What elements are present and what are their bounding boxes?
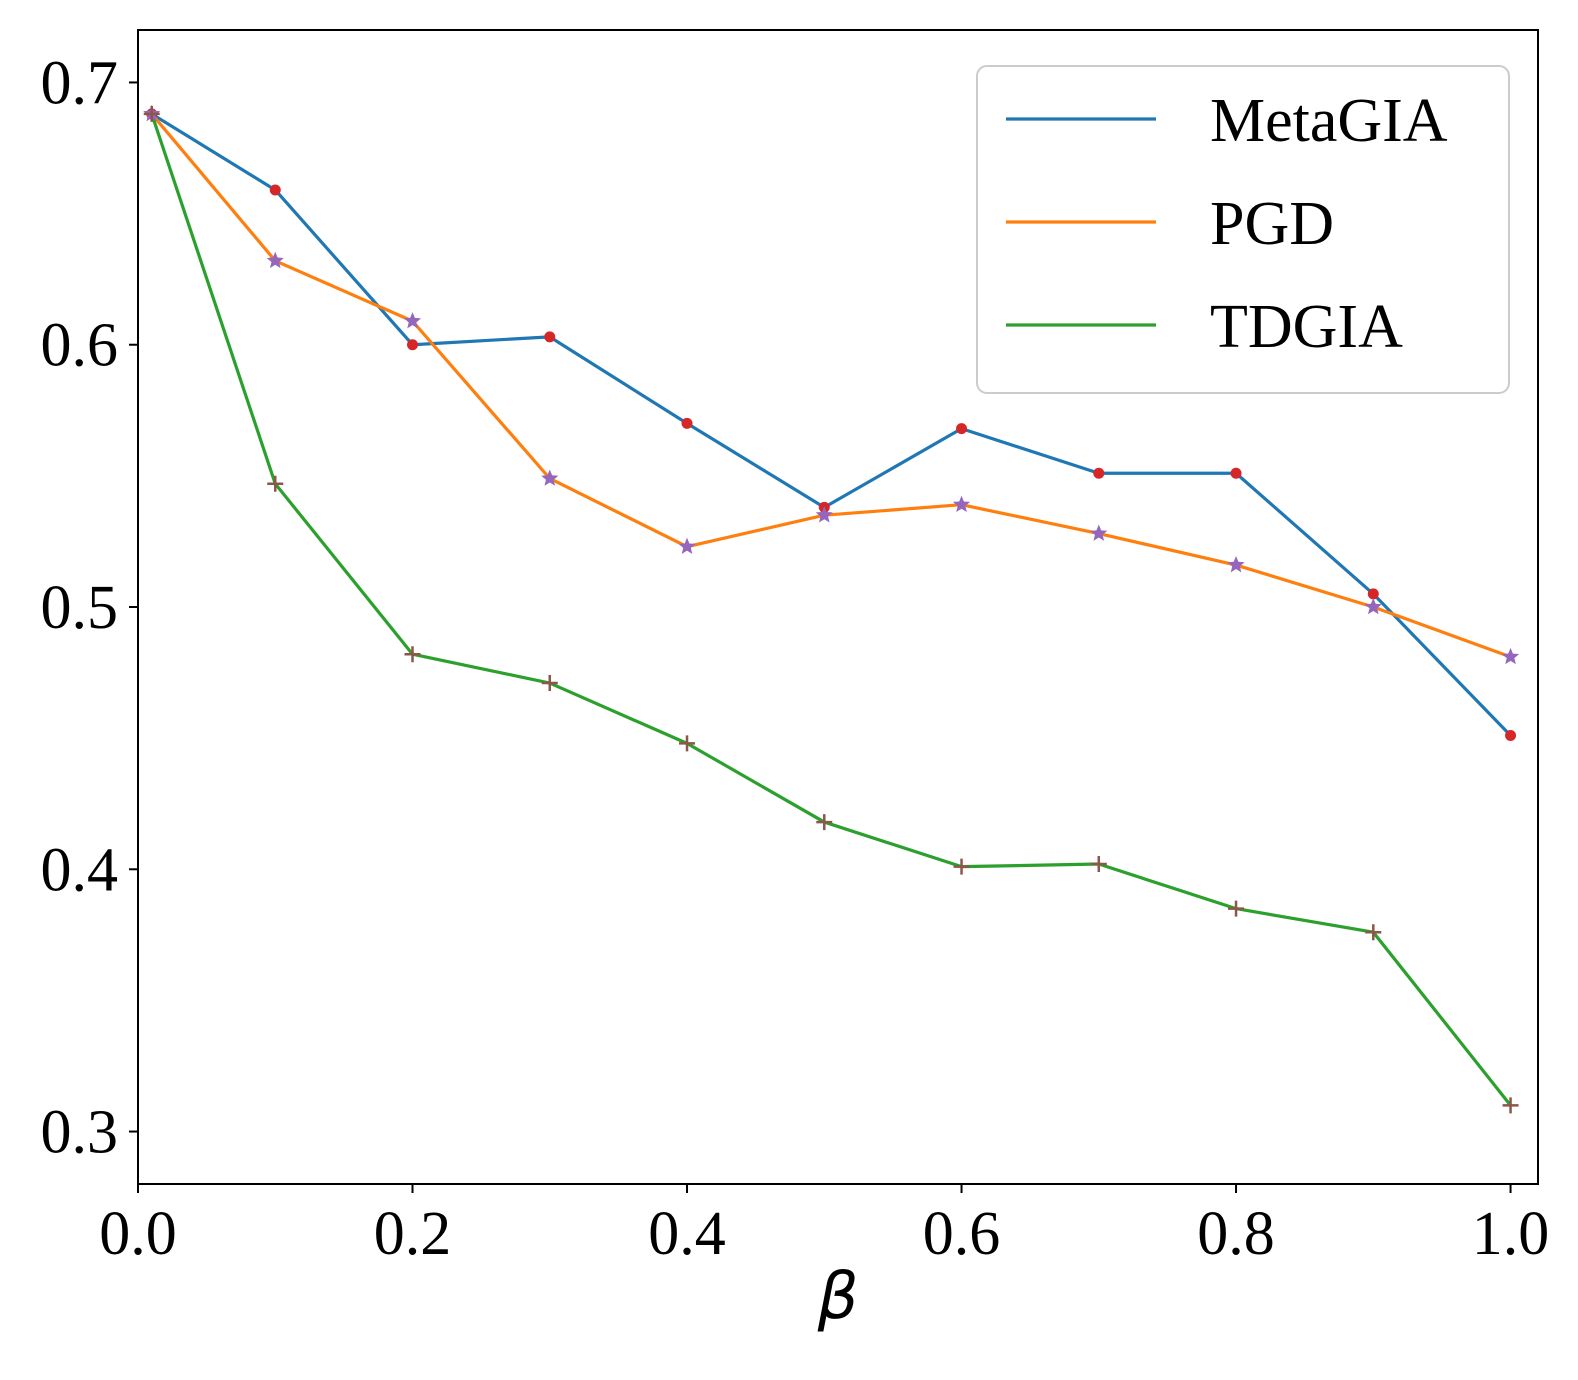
data-point-tdgia xyxy=(143,105,160,122)
data-point-metagia xyxy=(544,331,556,343)
data-point-metagia xyxy=(1230,467,1242,479)
legend-label-tdgia: TDGIA xyxy=(1210,293,1403,361)
legend-label-metagia: MetaGIA xyxy=(1210,87,1448,155)
data-point-metagia xyxy=(1093,467,1105,479)
data-point-pgd xyxy=(815,506,833,523)
data-point-tdgia xyxy=(1365,924,1382,941)
y-tick-label: 0.5 xyxy=(41,574,119,642)
plot-area xyxy=(143,104,1520,1114)
y-tick-label: 0.4 xyxy=(41,836,119,904)
data-point-pgd xyxy=(678,537,696,554)
data-point-metagia xyxy=(407,339,419,351)
data-point-metagia xyxy=(681,417,693,429)
axes: 0.0 0.2 0.4 0.6 0.8 1.0 0.3 0.4 0.5 0.6 0.7 β xyxy=(41,29,1550,1334)
y-tick-label: 0.3 xyxy=(41,1099,119,1167)
data-point-tdgia xyxy=(953,858,970,875)
data-point-pgd xyxy=(266,251,284,269)
data-point-metagia xyxy=(956,423,968,435)
data-point-tdgia xyxy=(816,814,833,831)
data-point-pgd xyxy=(541,469,559,486)
data-point-pgd xyxy=(403,312,422,329)
data-point-pgd xyxy=(1227,556,1245,573)
data-point-pgd xyxy=(952,495,971,512)
data-point-tdgia xyxy=(1228,900,1245,917)
legend-box xyxy=(976,65,1510,394)
data-point-tdgia xyxy=(1090,856,1107,873)
data-point-pgd xyxy=(1364,598,1382,615)
legend: MetaGIA PGD TDGIA xyxy=(976,65,1510,394)
x-tick-label: 0.8 xyxy=(1197,1200,1275,1268)
data-point-pgd xyxy=(1501,647,1520,665)
x-tick-label: 0.6 xyxy=(923,1200,1001,1268)
data-point-metagia xyxy=(1367,588,1379,600)
y-tick-label: 0.7 xyxy=(41,49,119,117)
legend-label-pgd: PGD xyxy=(1210,190,1334,258)
data-point-tdgia xyxy=(541,675,558,692)
data-point-tdgia xyxy=(679,735,696,752)
x-axis-label: β xyxy=(817,1260,859,1334)
x-tick-label: 0.0 xyxy=(99,1200,177,1268)
data-point-metagia xyxy=(1505,730,1517,742)
data-point-tdgia xyxy=(267,475,284,492)
data-point-metagia xyxy=(269,184,281,196)
x-tick-label: 0.4 xyxy=(648,1200,726,1268)
x-tick-label: 0.2 xyxy=(374,1200,452,1268)
y-tick-label: 0.6 xyxy=(41,312,119,380)
x-tick-label: 1.0 xyxy=(1472,1200,1550,1268)
data-point-tdgia xyxy=(404,646,421,663)
data-point-tdgia xyxy=(1502,1097,1519,1114)
data-point-pgd xyxy=(1090,524,1108,541)
